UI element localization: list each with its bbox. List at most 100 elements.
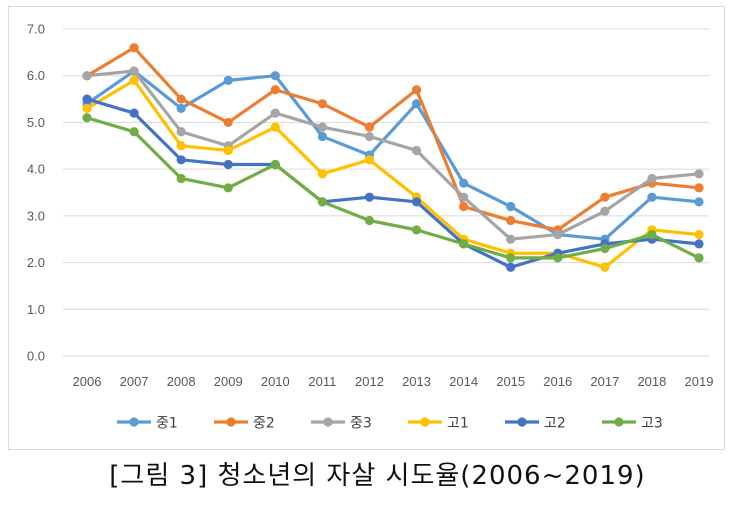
x-tick-label: 2006 [73, 374, 102, 389]
data-point [223, 159, 233, 170]
data-point [176, 103, 186, 114]
legend-marker [323, 417, 333, 427]
legend-item: 고2 [505, 416, 566, 432]
data-point [506, 262, 516, 272]
y-tick-label: 5.0 [27, 115, 45, 130]
data-point [129, 66, 139, 76]
data-point [411, 85, 422, 95]
legend-label: 중2 [253, 416, 275, 432]
data-point [317, 197, 327, 207]
data-point [82, 103, 92, 114]
data-point [270, 85, 280, 95]
x-tick-label: 2010 [261, 374, 290, 389]
x-tick-label: 2013 [402, 374, 431, 389]
data-point [647, 173, 657, 184]
x-tick-label: 2012 [355, 374, 384, 389]
x-tick-label: 2015 [496, 374, 525, 389]
legend-marker [420, 417, 430, 427]
data-point [647, 229, 657, 240]
data-point [176, 94, 186, 104]
legend-label: 고1 [447, 416, 469, 432]
y-axis-tick-labels: 0.0 1.0 2.0 3.0 4.0 5.0 6.0 7.0 [27, 22, 45, 364]
data-point [317, 131, 327, 142]
data-point [82, 94, 92, 104]
data-point [459, 201, 469, 212]
legend-marker [226, 417, 236, 427]
data-point [506, 234, 516, 244]
line-chart: 0.01.02.03.04.05.06.07.0 2006 2007 2008 200… [27, 22, 714, 432]
legend-marker [614, 417, 624, 427]
x-tick-label: 2011 [308, 374, 336, 389]
data-point [270, 159, 280, 170]
data-point [317, 122, 327, 132]
y-tick-label: 2.0 [27, 255, 45, 270]
data-point [459, 239, 469, 249]
data-point [364, 192, 375, 202]
data-point [600, 262, 610, 272]
x-tick-label: 2019 [685, 374, 714, 389]
series-line [85, 46, 701, 232]
data-point [411, 99, 422, 109]
y-tick-label: 4.0 [27, 162, 45, 177]
y-tick-label: 7.0 [27, 22, 45, 37]
series-lines [82, 43, 704, 272]
series-line [85, 69, 701, 241]
x-tick-label: 2016 [543, 374, 572, 389]
data-point [176, 173, 186, 184]
data-point [82, 71, 92, 81]
data-point [317, 169, 327, 179]
legend-item: 고3 [602, 416, 663, 432]
data-point [176, 155, 186, 165]
data-point [364, 131, 375, 142]
data-point [459, 192, 469, 202]
legend-label: 중1 [156, 416, 178, 432]
data-point [82, 113, 92, 123]
legend-label: 중3 [350, 416, 372, 432]
data-point [553, 253, 563, 263]
data-point [600, 243, 610, 254]
series-line [85, 116, 701, 260]
x-tick-label: 2007 [120, 374, 149, 389]
y-tick-label: 1.0 [27, 302, 45, 317]
series-2 [82, 43, 704, 235]
legend-marker [129, 417, 139, 427]
x-tick-label: 2017 [590, 374, 619, 389]
data-point [364, 215, 375, 226]
x-tick-label: 2008 [167, 374, 196, 389]
data-point [317, 99, 327, 109]
data-point [270, 71, 280, 81]
legend-label: 고2 [544, 416, 566, 432]
data-point [223, 145, 233, 156]
data-point [506, 215, 516, 226]
figure-caption: [그림 3] 청소년의 자살 시도율(2006~2019) [109, 461, 646, 491]
data-point [600, 192, 610, 202]
data-point [411, 225, 422, 235]
data-point [176, 141, 186, 151]
series-3 [82, 66, 704, 244]
series-line [85, 78, 701, 269]
data-point [176, 127, 186, 137]
y-tick-label: 6.0 [27, 68, 45, 83]
data-point [694, 253, 704, 263]
legend-item: 중2 [214, 416, 275, 432]
series-line [85, 97, 701, 269]
y-tick-label: 0.0 [27, 349, 45, 364]
legend-item: 중3 [311, 416, 372, 432]
x-tick-label: 2009 [214, 374, 243, 389]
y-tick-label: 3.0 [27, 208, 45, 223]
data-point [600, 206, 610, 216]
data-point [129, 43, 139, 53]
x-tick-label: 2014 [449, 374, 478, 389]
series-6 [82, 113, 704, 263]
data-point [694, 183, 704, 193]
x-axis-tick-labels: 2006 2007 2008 2009 2010 2011 2012 2013 2014 2015… [73, 374, 714, 389]
data-point [129, 108, 139, 118]
data-point [129, 127, 139, 137]
data-point [694, 169, 704, 179]
data-point [459, 178, 469, 188]
data-point [270, 108, 280, 118]
data-point [411, 145, 422, 156]
data-point [129, 75, 139, 85]
legend-marker [517, 417, 527, 427]
chart-frame: 0.0 1.0 2.0 3.0 4.0 5.0 6.0 7.0 2006 2007 2008 200… [8, 6, 725, 450]
